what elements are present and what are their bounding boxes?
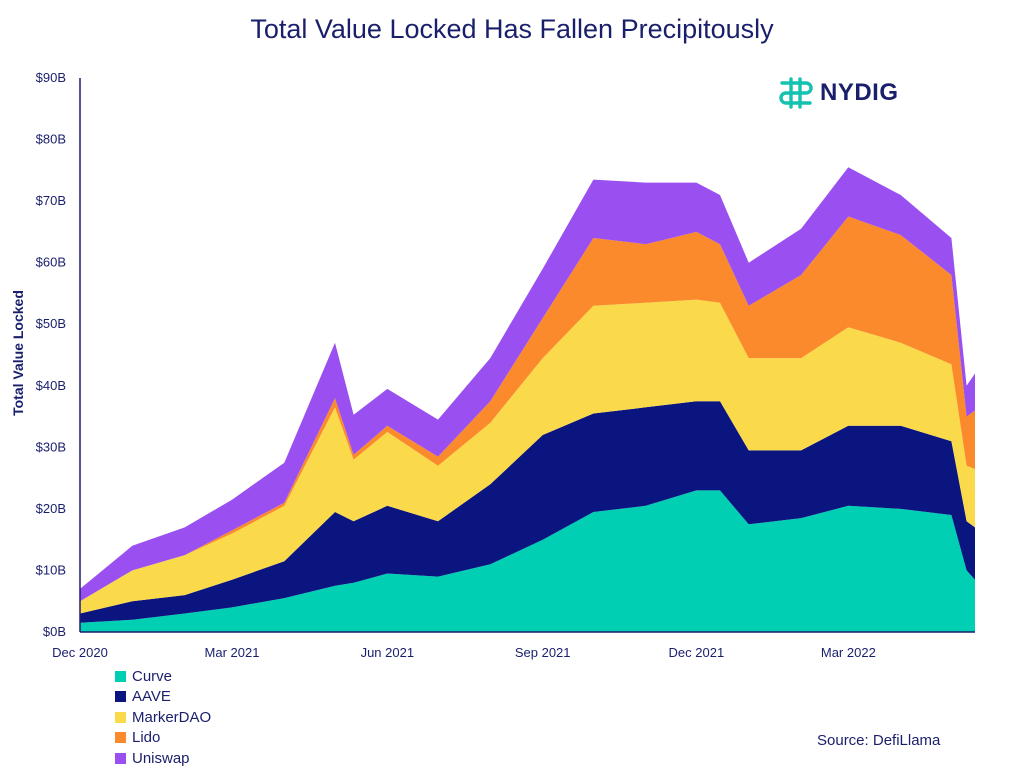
y-tick-label: $30B [36,439,66,454]
y-tick-label: $0B [43,624,66,639]
legend-swatch [115,691,126,703]
legend-swatch [115,670,126,682]
chart-legend: Curve AAVE MarkerDAO Lido Uniswap [115,666,211,769]
legend-label: Uniswap [132,749,190,767]
nydig-logo-text: NYDIG [820,79,899,106]
y-tick-label: $10B [36,562,66,577]
y-tick-label: $80B [36,132,66,147]
area-markerdao [80,299,975,614]
y-tick-label: $50B [36,316,66,331]
x-tick-label: Mar 2021 [205,645,260,660]
x-tick-label: Dec 2021 [669,645,725,660]
x-tick-label: Dec 2020 [52,645,108,660]
legend-item-aave: AAVE [115,687,211,708]
nydig-logo-icon [779,77,813,109]
chart-title: Total Value Locked Has Fallen Precipitou… [250,14,774,44]
legend-item-lido: Lido [115,728,211,749]
legend-swatch [115,752,126,764]
area-lido [80,216,975,602]
x-tick-label: Jun 2021 [361,645,415,660]
y-tick-label: $40B [36,378,66,393]
y-tick-label: $60B [36,255,66,270]
y-tick-label: $70B [36,193,66,208]
legend-label: Curve [132,667,173,685]
source-note: Source: DefiLlama [817,732,941,749]
legend-label: Lido [132,729,161,747]
area-uniswap [80,167,975,602]
legend-item-curve: Curve [115,666,211,687]
y-tick-label: $90B [36,70,66,85]
area-aave [80,401,975,623]
legend-item-markerdao: MarkerDAO [115,707,211,728]
y-tick-label: $20B [36,501,66,516]
legend-swatch [115,711,126,723]
x-tick-label: Sep 2021 [515,645,571,660]
legend-label: MarkerDAO [132,708,212,726]
legend-item-uniswap: Uniswap [115,748,211,769]
legend-swatch [115,732,126,744]
x-tick-label: Mar 2022 [821,645,876,660]
nydig-logo: NYDIG [778,77,899,109]
area-curve [80,490,975,632]
legend-label: AAVE [132,688,171,706]
